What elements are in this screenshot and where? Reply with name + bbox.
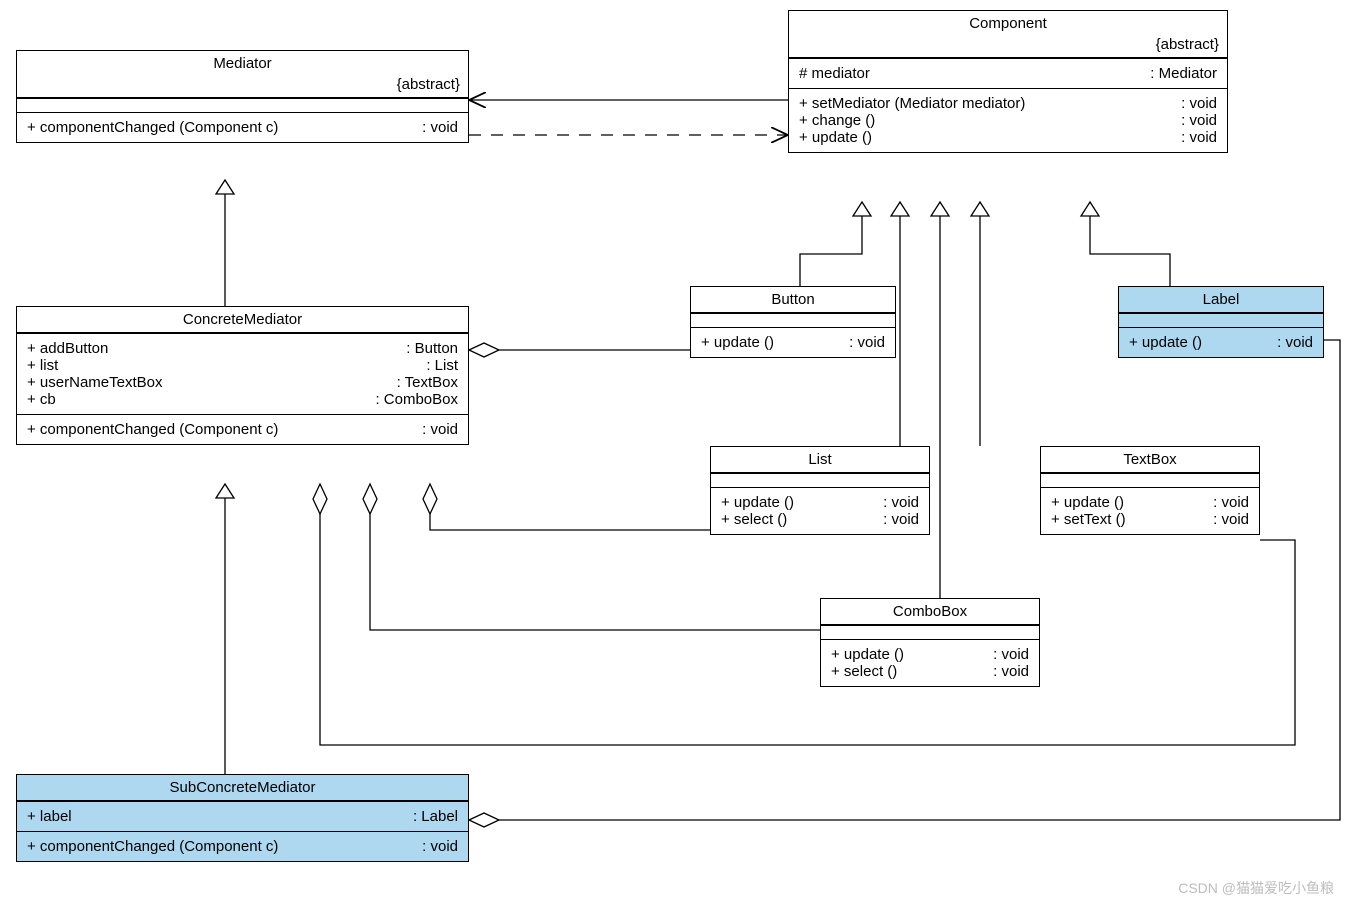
class-mediator: Mediator{abstract} + componentChanged (Co… xyxy=(16,50,469,143)
ops: + update (): void+ select (): void xyxy=(711,487,929,534)
op-sig: + update () xyxy=(1051,494,1189,511)
op-sig: + componentChanged (Component c) xyxy=(27,119,398,136)
class-textbox: TextBox + update (): void+ setText (): vo… xyxy=(1040,446,1260,535)
op-ret: : void xyxy=(1253,334,1313,351)
class-title: Mediator xyxy=(17,51,468,76)
op-sig: + update () xyxy=(831,646,969,663)
class-concrete: ConcreteMediator+ addButton: Button+ lis… xyxy=(16,306,469,445)
op-sig: + setMediator (Mediator mediator) xyxy=(799,95,1157,112)
class-subconcrete: SubConcreteMediator+ label: Label+ compo… xyxy=(16,774,469,862)
watermark: CSDN @猫猫爱吃小鱼粮 xyxy=(1178,878,1334,898)
op-ret: : void xyxy=(969,663,1029,680)
attr-sig: + cb xyxy=(27,391,375,408)
op-ret: : void xyxy=(969,646,1029,663)
class-label: Label + update (): void xyxy=(1118,286,1324,358)
op-ret: : void xyxy=(1157,112,1217,129)
op-ret: : void xyxy=(1189,511,1249,528)
op-sig: + update () xyxy=(1129,334,1253,351)
attr-sig: + userNameTextBox xyxy=(27,374,397,391)
class-title: List xyxy=(711,447,929,473)
attrs xyxy=(821,625,1039,639)
op-ret: : void xyxy=(1157,95,1217,112)
op-ret: : void xyxy=(859,494,919,511)
op-sig: + setText () xyxy=(1051,511,1189,528)
attrs: + label: Label xyxy=(17,801,468,831)
attrs xyxy=(1041,473,1259,487)
op-ret: : void xyxy=(398,421,458,438)
op-ret: : void xyxy=(825,334,885,351)
class-title: TextBox xyxy=(1041,447,1259,473)
class-title: ConcreteMediator xyxy=(17,307,468,333)
class-button: Button + update (): void xyxy=(690,286,896,358)
attr-sig: + label xyxy=(27,808,398,825)
op-ret: : void xyxy=(1189,494,1249,511)
attrs: + addButton: Button+ list: List+ userNam… xyxy=(17,333,468,414)
attr-type: : ComboBox xyxy=(375,391,458,408)
abstract-tag: {abstract} xyxy=(789,36,1227,57)
op-sig: + change () xyxy=(799,112,1157,129)
class-title: Button xyxy=(691,287,895,313)
attr-type: : Mediator xyxy=(1150,65,1217,82)
op-sig: + update () xyxy=(701,334,825,351)
attr-sig: + list xyxy=(27,357,398,374)
op-sig: + select () xyxy=(721,511,859,528)
class-list: List + update (): void+ select (): void xyxy=(710,446,930,535)
class-title: Component xyxy=(789,11,1227,36)
op-sig: + select () xyxy=(831,663,969,680)
class-title: Label xyxy=(1119,287,1323,313)
ops: + update (): void+ select (): void xyxy=(821,639,1039,686)
ops: + update (): void xyxy=(691,327,895,357)
agg-cm-list xyxy=(430,498,710,530)
attr-type: : TextBox xyxy=(397,374,458,391)
attr-type: : Button xyxy=(398,340,458,357)
attrs xyxy=(711,473,929,487)
ops: + update (): void+ setText (): void xyxy=(1041,487,1259,534)
agg-cm-textbox xyxy=(320,498,1295,745)
op-sig: + update () xyxy=(721,494,859,511)
attr-sig: # mediator xyxy=(799,65,1150,82)
ops: + componentChanged (Component c): void xyxy=(17,112,468,142)
ops: + update (): void xyxy=(1119,327,1323,357)
gen-button-comp xyxy=(800,216,862,286)
class-title: SubConcreteMediator xyxy=(17,775,468,801)
class-component: Component{abstract}# mediator: Mediator+… xyxy=(788,10,1228,153)
class-title: ComboBox xyxy=(821,599,1039,625)
abstract-tag: {abstract} xyxy=(17,76,468,97)
agg-scm-label xyxy=(484,340,1340,820)
ops: + setMediator (Mediator mediator): void+… xyxy=(789,88,1227,152)
class-combobox: ComboBox + update (): void+ select (): vo… xyxy=(820,598,1040,687)
op-sig: + update () xyxy=(799,129,1157,146)
ops: + componentChanged (Component c): void xyxy=(17,831,468,861)
op-ret: : void xyxy=(398,119,458,136)
uml-canvas: Mediator{abstract}+ componentChanged (Co… xyxy=(0,0,1352,908)
ops: + componentChanged (Component c): void xyxy=(17,414,468,444)
op-ret: : void xyxy=(398,838,458,855)
attr-sig: + addButton xyxy=(27,340,398,357)
op-ret: : void xyxy=(1157,129,1217,146)
attrs xyxy=(691,313,895,327)
attr-type: : List xyxy=(398,357,458,374)
op-sig: + componentChanged (Component c) xyxy=(27,421,398,438)
op-ret: : void xyxy=(859,511,919,528)
attr-type: : Label xyxy=(398,808,458,825)
attrs xyxy=(17,98,468,112)
attrs xyxy=(1119,313,1323,327)
attrs: # mediator: Mediator xyxy=(789,58,1227,88)
op-sig: + componentChanged (Component c) xyxy=(27,838,398,855)
gen-label-comp xyxy=(1090,216,1170,286)
